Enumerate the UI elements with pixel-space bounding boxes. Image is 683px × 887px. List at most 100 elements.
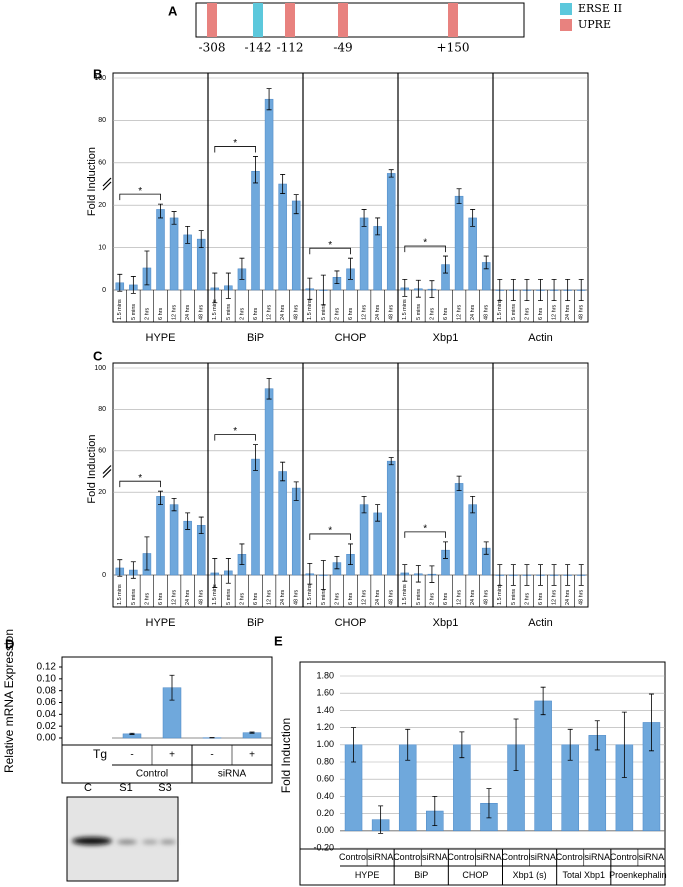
- x-tick-label: 2 hrs: [239, 593, 245, 605]
- y-tick-label: 100: [94, 365, 106, 372]
- y-tick-label: 0.04: [37, 709, 57, 720]
- error-bar: [320, 274, 326, 306]
- promoter-site: [448, 3, 458, 37]
- x-tick-label: 24 hrs: [470, 589, 476, 605]
- y-tick-label: 20: [98, 202, 106, 209]
- error-bar: [538, 564, 543, 586]
- significance-bracket: [214, 434, 256, 441]
- bar: [264, 98, 274, 291]
- error-bar: [402, 564, 408, 582]
- panel-label: A: [168, 3, 178, 18]
- x-tick-label: 1.5 mins: [212, 299, 218, 320]
- x-tick-label: 12 hrs: [457, 589, 463, 605]
- y-tick-label: 0.00: [316, 825, 334, 835]
- bar: [291, 487, 301, 576]
- group-label: Total Xbp1: [562, 870, 605, 880]
- bar: [468, 217, 477, 291]
- bar: [251, 171, 260, 291]
- x-tick-label: 6 hrs: [158, 593, 164, 605]
- x-tick-label: 12 hrs: [362, 304, 368, 320]
- gel-band: [142, 840, 158, 844]
- error-bar: [378, 805, 384, 834]
- x-tick-label: 5 mins: [416, 589, 422, 605]
- y-tick-label: 0: [102, 287, 106, 294]
- axis-break: [102, 469, 112, 478]
- x-tick-label: Control: [339, 852, 368, 862]
- x-tick-label: 2 hrs: [524, 593, 530, 605]
- x-tick-label: 48 hrs: [389, 304, 395, 320]
- error-bar: [565, 564, 571, 586]
- error-bar: [239, 543, 245, 566]
- error-bar: [443, 255, 448, 274]
- x-tick-label: siRNA: [585, 852, 611, 862]
- error-bar: [497, 564, 503, 586]
- x-tick-label: siRNA: [422, 852, 448, 862]
- group-label: Xbp1: [433, 617, 459, 629]
- x-tick-label: 48 hrs: [294, 304, 300, 320]
- y-tick-label: -0.20: [313, 842, 334, 852]
- error-bar: [388, 169, 394, 178]
- bar: [386, 460, 396, 576]
- x-tick-label: 1.5 mins: [402, 584, 408, 605]
- promoter-box: [195, 2, 525, 38]
- x-tick-label: 1.5 mins: [117, 584, 123, 605]
- significance-label: *: [328, 526, 332, 537]
- x-tick-label: 5 mins: [131, 589, 137, 605]
- x-tick-label: 48 hrs: [199, 589, 205, 605]
- y-axis-label: Fold Induction: [279, 718, 293, 793]
- bar: [359, 217, 369, 291]
- error-bar: [293, 194, 299, 215]
- error-bar: [459, 731, 465, 759]
- error-bar: [578, 279, 584, 301]
- y-axis-label: Fold Induction: [86, 147, 98, 216]
- x-tick-label: +: [169, 750, 175, 761]
- y-tick-label: 80: [98, 406, 106, 413]
- promoter-site: [338, 3, 348, 37]
- y-tick-label: 100: [94, 75, 106, 82]
- bar: [278, 471, 287, 576]
- x-tick-label: +: [249, 750, 255, 761]
- group-label: CHOP: [335, 617, 367, 629]
- x-tick-label: 12 hrs: [172, 589, 178, 605]
- lane-label: S1: [119, 782, 132, 794]
- bar: [169, 504, 179, 576]
- group-label: BiP: [247, 617, 264, 629]
- y-tick-label: 0.12: [37, 662, 57, 673]
- group-label: CHOP: [335, 332, 367, 344]
- x-tick-label: 1.5 mins: [307, 584, 313, 605]
- significance-bracket: [404, 531, 446, 538]
- error-bar: [513, 718, 519, 771]
- x-tick-label: 48 hrs: [579, 304, 585, 320]
- bar: [454, 483, 464, 576]
- error-bar: [429, 280, 435, 299]
- x-tick-label: 6 hrs: [443, 308, 449, 320]
- significance-bracket: [119, 480, 161, 488]
- x-tick-label: siRNA: [530, 852, 556, 862]
- bar: [278, 183, 287, 291]
- error-bar: [158, 490, 163, 506]
- error-bar: [130, 276, 136, 294]
- x-tick-label: 2 hrs: [144, 308, 150, 320]
- error-bar: [497, 279, 503, 301]
- x-tick-label: 6 hrs: [348, 308, 354, 320]
- error-bar: [253, 156, 258, 184]
- error-bar: [185, 226, 191, 244]
- error-bar: [169, 674, 175, 701]
- x-tick-label: 12 hrs: [267, 589, 273, 605]
- x-tick-label: Control: [610, 852, 639, 862]
- error-bar: [551, 564, 557, 586]
- x-tick-label: 6 hrs: [158, 308, 164, 320]
- legend-label: UPRE: [578, 18, 611, 31]
- y-tick-label: 0.02: [37, 721, 57, 732]
- bar: [264, 388, 274, 576]
- x-tick-label: 48 hrs: [199, 304, 205, 320]
- group-label: Actin: [528, 617, 552, 629]
- group-label: Control: [136, 769, 168, 780]
- error-bar: [348, 543, 353, 566]
- bar: [468, 504, 477, 576]
- error-bar: [225, 558, 231, 584]
- x-tick-label: Control: [393, 852, 422, 862]
- error-bar: [280, 174, 286, 194]
- x-tick-label: 48 hrs: [389, 589, 395, 605]
